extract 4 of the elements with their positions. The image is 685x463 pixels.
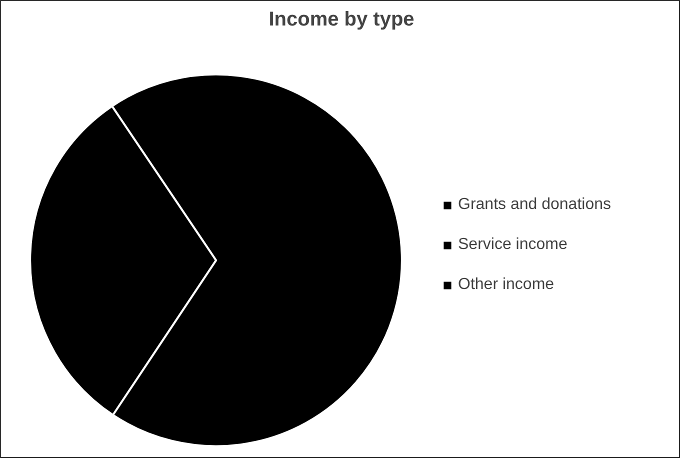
legend-label: Service income bbox=[458, 236, 568, 254]
legend-label: Grants and donations bbox=[458, 196, 611, 214]
chart-title: Income by type bbox=[268, 8, 414, 30]
legend-label: Other income bbox=[458, 276, 554, 294]
